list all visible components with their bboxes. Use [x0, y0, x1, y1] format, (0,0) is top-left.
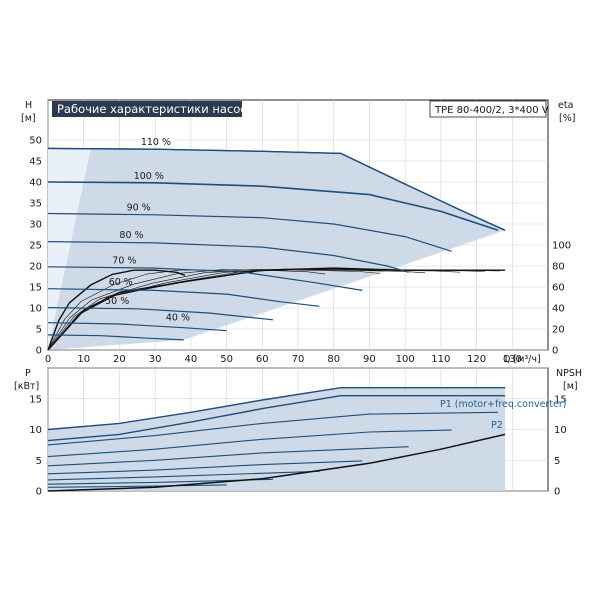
power-y-ticks: 0 5 10 15: [29, 394, 42, 497]
head-tick-label: 35: [29, 199, 42, 210]
flow-tick-label: 60: [256, 354, 269, 365]
speed-label: 90 %: [127, 202, 151, 213]
eta-curve: [47, 269, 186, 351]
head-curves: [47, 147, 506, 341]
power-curve: [47, 395, 506, 442]
npsh-ticks: 0 5 10 15: [554, 394, 567, 497]
npsh-tick-label: 0: [554, 487, 560, 498]
head-plot: 110 % 100 % 90 % 80 % 70 % 60 % 50 % 40 % 0 5 10 1…: [21, 99, 575, 365]
head-tick-label: 50: [29, 136, 42, 147]
flow-tick-label: 130: [503, 354, 522, 365]
efficiency-curves: [47, 267, 506, 351]
speed-label: 80 %: [119, 230, 143, 241]
head-tick-label: 10: [29, 304, 42, 315]
power-tick-label: 0: [36, 487, 42, 498]
npsh-axis-label: NPSH: [556, 368, 582, 379]
flow-tick-label: 120: [467, 354, 486, 365]
head-curve: [47, 241, 409, 273]
power-curve: [47, 446, 409, 467]
head-tick-label: 15: [29, 283, 42, 294]
power-curves: [47, 387, 506, 492]
head-tick-label: 30: [29, 220, 42, 231]
head-axis-label: H: [25, 100, 32, 111]
head-tick-label: 0: [36, 346, 42, 357]
flow-tick-label: 70: [292, 354, 305, 365]
power-plot: 0 5 10 15 0 5 10 15 P [кВт] NPSH [м] P1 (motor…: [14, 367, 582, 498]
power-curve: [47, 460, 363, 475]
head-tick-label: 5: [36, 325, 42, 336]
eta-tick-label: 0: [552, 346, 558, 357]
power-tick-label: 15: [29, 394, 42, 405]
head-tick-label: 40: [29, 178, 42, 189]
power-curve: [47, 429, 452, 458]
eta-tick-label: 40: [552, 304, 565, 315]
speed-label: 40 %: [166, 312, 190, 323]
head-curve: [47, 322, 227, 332]
chart-title-box: [52, 101, 242, 117]
low-flow-region: [48, 148, 91, 350]
flow-axis-label: Q [м³/ч]: [503, 354, 541, 365]
flow-tick-label: 30: [149, 354, 162, 365]
npsh-tick-label: 5: [554, 456, 560, 467]
eta-tick-label: 80: [552, 262, 565, 273]
head-tick-label: 25: [29, 241, 42, 252]
speed-label: 50 %: [105, 296, 129, 307]
model-box: [429, 100, 547, 118]
head-curve: [47, 212, 452, 252]
flow-tick-label: 80: [327, 354, 340, 365]
npsh-curve: [47, 433, 506, 492]
eta-ticks: 0 20 40 60 80 100: [552, 241, 571, 357]
eta-tick-label: 100: [552, 241, 571, 252]
npsh-tick-label: 15: [554, 394, 567, 405]
model-label: TPE 80-400/2, 3*400 V: [434, 105, 549, 116]
speed-label: 100 %: [134, 171, 164, 182]
power-curve: [47, 411, 499, 446]
speed-labels: 110 % 100 % 90 % 80 % 70 % 60 % 50 % 40 %: [105, 137, 190, 323]
flow-x-ticks: 0 10 20 30 40 50 60 70 80 90 100 110 120 130: [45, 354, 522, 365]
flow-tick-label: 20: [113, 354, 126, 365]
power-axis-unit: [кВт]: [14, 381, 39, 392]
flow-tick-label: 10: [77, 354, 90, 365]
head-curve: [47, 334, 184, 341]
npsh-tick-label: 10: [554, 425, 567, 436]
speed-label: 70 %: [112, 256, 136, 267]
head-curve: [47, 288, 320, 307]
power-curve: [47, 470, 320, 481]
head-axis-unit: [м]: [21, 113, 36, 124]
power-curve: [47, 484, 227, 488]
eta-axis-label: eta: [558, 100, 573, 111]
head-y-ticks: 0 5 10 15 20 25 30 35 40 45 50: [29, 136, 42, 357]
flow-tick-label: 50: [220, 354, 233, 365]
power-axis-label: P: [25, 368, 31, 379]
power-curve: [47, 387, 506, 431]
flow-tick-label: 110: [431, 354, 450, 365]
speed-label: 60 %: [109, 277, 133, 288]
eta-axis-unit: [%]: [559, 113, 575, 124]
head-tick-label: 45: [29, 157, 42, 168]
eta-tick-label: 20: [552, 325, 565, 336]
flow-tick-label: 90: [363, 354, 376, 365]
chart-title: Рабочие характеристики насоса: [57, 102, 254, 116]
max-speed-boundary: [47, 147, 506, 231]
flow-tick-label: 40: [184, 354, 197, 365]
head-tick-label: 20: [29, 262, 42, 273]
flow-tick-label: 100: [396, 354, 415, 365]
power-tick-label: 10: [29, 425, 42, 436]
head-curve: [47, 266, 363, 291]
p1-series-label: P1 (motor+freq.converter): [440, 399, 567, 410]
flow-tick-label: 0: [45, 354, 51, 365]
npsh-axis-unit: [м]: [563, 381, 578, 392]
eta-tick-label: 60: [552, 283, 565, 294]
p2-series-label: P2: [491, 420, 503, 431]
head-curve: [47, 181, 499, 232]
power-tick-label: 5: [36, 456, 42, 467]
head-curve: [47, 307, 274, 321]
eta-curve: [47, 267, 506, 351]
eta-curve: [47, 269, 326, 351]
speed-label: 110 %: [141, 137, 171, 148]
